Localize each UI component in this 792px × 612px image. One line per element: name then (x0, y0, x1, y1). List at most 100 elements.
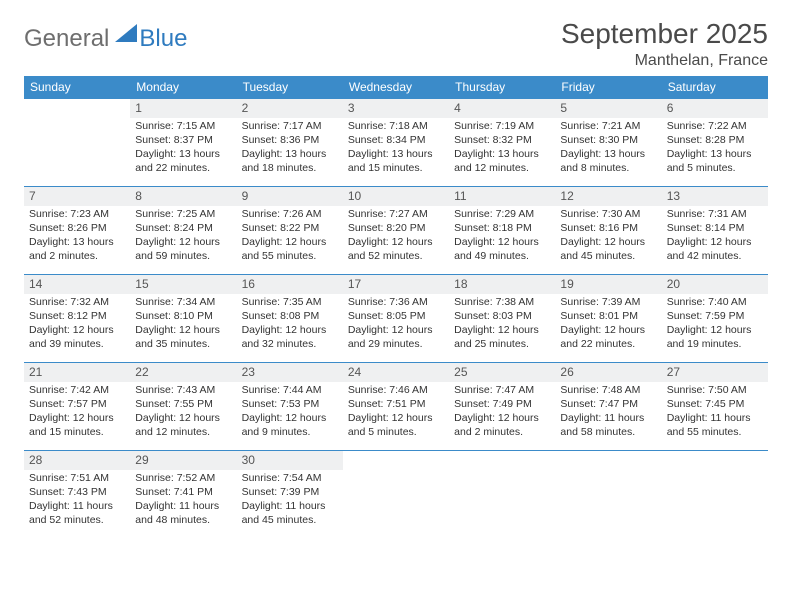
day-d2: and 19 minutes. (667, 338, 763, 351)
day-body: Sunrise: 7:50 AMSunset: 7:45 PMDaylight:… (662, 382, 768, 445)
day-sunrise: Sunrise: 7:17 AM (242, 120, 338, 133)
day-sunrise: Sunrise: 7:42 AM (29, 384, 125, 397)
day-d2: and 15 minutes. (29, 426, 125, 439)
day-number: 10 (343, 187, 449, 206)
day-d1: Daylight: 12 hours (454, 324, 550, 337)
day-body: Sunrise: 7:29 AMSunset: 8:18 PMDaylight:… (449, 206, 555, 269)
day-cell: 23Sunrise: 7:44 AMSunset: 7:53 PMDayligh… (237, 362, 343, 450)
day-d2: and 5 minutes. (667, 162, 763, 175)
day-sunset: Sunset: 8:18 PM (454, 222, 550, 235)
day-number: 4 (449, 99, 555, 118)
day-sunrise: Sunrise: 7:23 AM (29, 208, 125, 221)
day-sunset: Sunset: 7:59 PM (667, 310, 763, 323)
day-d1: Daylight: 12 hours (454, 236, 550, 249)
day-number: 27 (662, 363, 768, 382)
day-header: Monday (130, 76, 236, 98)
day-sunset: Sunset: 7:49 PM (454, 398, 550, 411)
day-cell: 10Sunrise: 7:27 AMSunset: 8:20 PMDayligh… (343, 186, 449, 274)
day-sunset: Sunset: 8:16 PM (560, 222, 656, 235)
day-d2: and 58 minutes. (560, 426, 656, 439)
logo-sail-icon (115, 24, 137, 47)
day-body: Sunrise: 7:38 AMSunset: 8:03 PMDaylight:… (449, 294, 555, 357)
day-body: Sunrise: 7:19 AMSunset: 8:32 PMDaylight:… (449, 118, 555, 181)
day-d2: and 15 minutes. (348, 162, 444, 175)
day-cell: 15Sunrise: 7:34 AMSunset: 8:10 PMDayligh… (130, 274, 236, 362)
day-sunset: Sunset: 8:14 PM (667, 222, 763, 235)
day-cell: 18Sunrise: 7:38 AMSunset: 8:03 PMDayligh… (449, 274, 555, 362)
day-d1: Daylight: 12 hours (454, 412, 550, 425)
day-d1: Daylight: 12 hours (667, 236, 763, 249)
day-body: Sunrise: 7:40 AMSunset: 7:59 PMDaylight:… (662, 294, 768, 357)
day-d2: and 22 minutes. (560, 338, 656, 351)
day-cell: 22Sunrise: 7:43 AMSunset: 7:55 PMDayligh… (130, 362, 236, 450)
day-cell: 8Sunrise: 7:25 AMSunset: 8:24 PMDaylight… (130, 186, 236, 274)
day-number: 20 (662, 275, 768, 294)
day-number: 28 (24, 451, 130, 470)
day-sunset: Sunset: 8:22 PM (242, 222, 338, 235)
day-number: 24 (343, 363, 449, 382)
day-body: Sunrise: 7:52 AMSunset: 7:41 PMDaylight:… (130, 470, 236, 533)
day-body: Sunrise: 7:18 AMSunset: 8:34 PMDaylight:… (343, 118, 449, 181)
logo-text-blue: Blue (139, 25, 187, 53)
day-d2: and 5 minutes. (348, 426, 444, 439)
day-sunrise: Sunrise: 7:31 AM (667, 208, 763, 221)
day-cell: 25Sunrise: 7:47 AMSunset: 7:49 PMDayligh… (449, 362, 555, 450)
day-d2: and 55 minutes. (667, 426, 763, 439)
day-number: 12 (555, 187, 661, 206)
day-body: Sunrise: 7:46 AMSunset: 7:51 PMDaylight:… (343, 382, 449, 445)
day-sunrise: Sunrise: 7:51 AM (29, 472, 125, 485)
day-cell: 26Sunrise: 7:48 AMSunset: 7:47 PMDayligh… (555, 362, 661, 450)
day-sunrise: Sunrise: 7:46 AM (348, 384, 444, 397)
day-d2: and 42 minutes. (667, 250, 763, 263)
day-sunrise: Sunrise: 7:47 AM (454, 384, 550, 397)
day-sunset: Sunset: 8:30 PM (560, 134, 656, 147)
day-number: 21 (24, 363, 130, 382)
day-d1: Daylight: 12 hours (135, 324, 231, 337)
day-body: Sunrise: 7:35 AMSunset: 8:08 PMDaylight:… (237, 294, 343, 357)
day-cell: 4Sunrise: 7:19 AMSunset: 8:32 PMDaylight… (449, 98, 555, 186)
day-cell-blank (555, 450, 661, 538)
day-sunset: Sunset: 8:20 PM (348, 222, 444, 235)
day-body: Sunrise: 7:23 AMSunset: 8:26 PMDaylight:… (24, 206, 130, 269)
day-d1: Daylight: 12 hours (29, 324, 125, 337)
day-cell: 12Sunrise: 7:30 AMSunset: 8:16 PMDayligh… (555, 186, 661, 274)
day-d1: Daylight: 13 hours (29, 236, 125, 249)
day-sunset: Sunset: 7:39 PM (242, 486, 338, 499)
day-sunset: Sunset: 7:57 PM (29, 398, 125, 411)
page-title: September 2025 (561, 18, 768, 50)
day-d1: Daylight: 12 hours (348, 236, 444, 249)
day-cell: 16Sunrise: 7:35 AMSunset: 8:08 PMDayligh… (237, 274, 343, 362)
day-number: 22 (130, 363, 236, 382)
day-number: 3 (343, 99, 449, 118)
day-body: Sunrise: 7:47 AMSunset: 7:49 PMDaylight:… (449, 382, 555, 445)
day-number: 15 (130, 275, 236, 294)
day-d1: Daylight: 11 hours (667, 412, 763, 425)
day-sunset: Sunset: 8:08 PM (242, 310, 338, 323)
day-cell: 21Sunrise: 7:42 AMSunset: 7:57 PMDayligh… (24, 362, 130, 450)
day-sunset: Sunset: 8:05 PM (348, 310, 444, 323)
day-d2: and 52 minutes. (348, 250, 444, 263)
day-sunrise: Sunrise: 7:39 AM (560, 296, 656, 309)
day-sunrise: Sunrise: 7:50 AM (667, 384, 763, 397)
day-sunrise: Sunrise: 7:40 AM (667, 296, 763, 309)
day-sunset: Sunset: 8:10 PM (135, 310, 231, 323)
day-d2: and 55 minutes. (242, 250, 338, 263)
day-sunrise: Sunrise: 7:25 AM (135, 208, 231, 221)
day-sunrise: Sunrise: 7:22 AM (667, 120, 763, 133)
day-d1: Daylight: 12 hours (560, 324, 656, 337)
logo: General Blue (24, 18, 187, 53)
day-sunset: Sunset: 8:24 PM (135, 222, 231, 235)
day-body: Sunrise: 7:27 AMSunset: 8:20 PMDaylight:… (343, 206, 449, 269)
day-d2: and 12 minutes. (454, 162, 550, 175)
day-sunrise: Sunrise: 7:52 AM (135, 472, 231, 485)
day-number: 2 (237, 99, 343, 118)
day-d1: Daylight: 11 hours (135, 500, 231, 513)
day-cell: 30Sunrise: 7:54 AMSunset: 7:39 PMDayligh… (237, 450, 343, 538)
day-body: Sunrise: 7:15 AMSunset: 8:37 PMDaylight:… (130, 118, 236, 181)
day-number: 17 (343, 275, 449, 294)
day-number: 1 (130, 99, 236, 118)
day-header: Friday (555, 76, 661, 98)
day-sunrise: Sunrise: 7:44 AM (242, 384, 338, 397)
day-body: Sunrise: 7:21 AMSunset: 8:30 PMDaylight:… (555, 118, 661, 181)
day-cell: 1Sunrise: 7:15 AMSunset: 8:37 PMDaylight… (130, 98, 236, 186)
